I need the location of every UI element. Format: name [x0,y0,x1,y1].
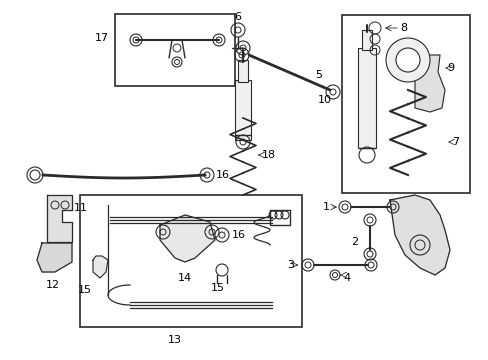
Text: 1: 1 [323,202,329,212]
Text: 17: 17 [95,33,109,43]
Bar [238,60,247,82]
Bar [341,15,469,193]
Text: 9: 9 [446,63,453,73]
Text: 7: 7 [451,137,458,147]
Text: 3: 3 [286,260,293,270]
Text: 4: 4 [342,273,349,283]
Text: 6: 6 [234,12,241,22]
Text: 15: 15 [210,283,224,293]
Polygon shape [47,195,72,242]
Text: 16: 16 [231,230,245,240]
Polygon shape [414,55,444,112]
Text: 8: 8 [399,23,407,33]
Bar [115,14,235,86]
Text: 13: 13 [168,335,182,345]
Bar [357,48,375,148]
Bar [235,80,250,140]
Text: 16: 16 [216,170,229,180]
Polygon shape [37,243,72,272]
Circle shape [395,48,419,72]
Text: 10: 10 [317,95,331,105]
Text: 15: 15 [78,285,92,295]
Text: 5: 5 [314,70,321,80]
Text: 18: 18 [262,150,276,160]
Bar [80,195,302,327]
Text: 2: 2 [350,237,357,247]
Polygon shape [93,256,108,278]
Text: 11: 11 [74,203,88,213]
Text: 14: 14 [178,273,192,283]
Polygon shape [389,195,449,275]
Text: 12: 12 [46,280,60,290]
Polygon shape [160,215,215,262]
Circle shape [385,38,429,82]
Bar [361,30,371,50]
